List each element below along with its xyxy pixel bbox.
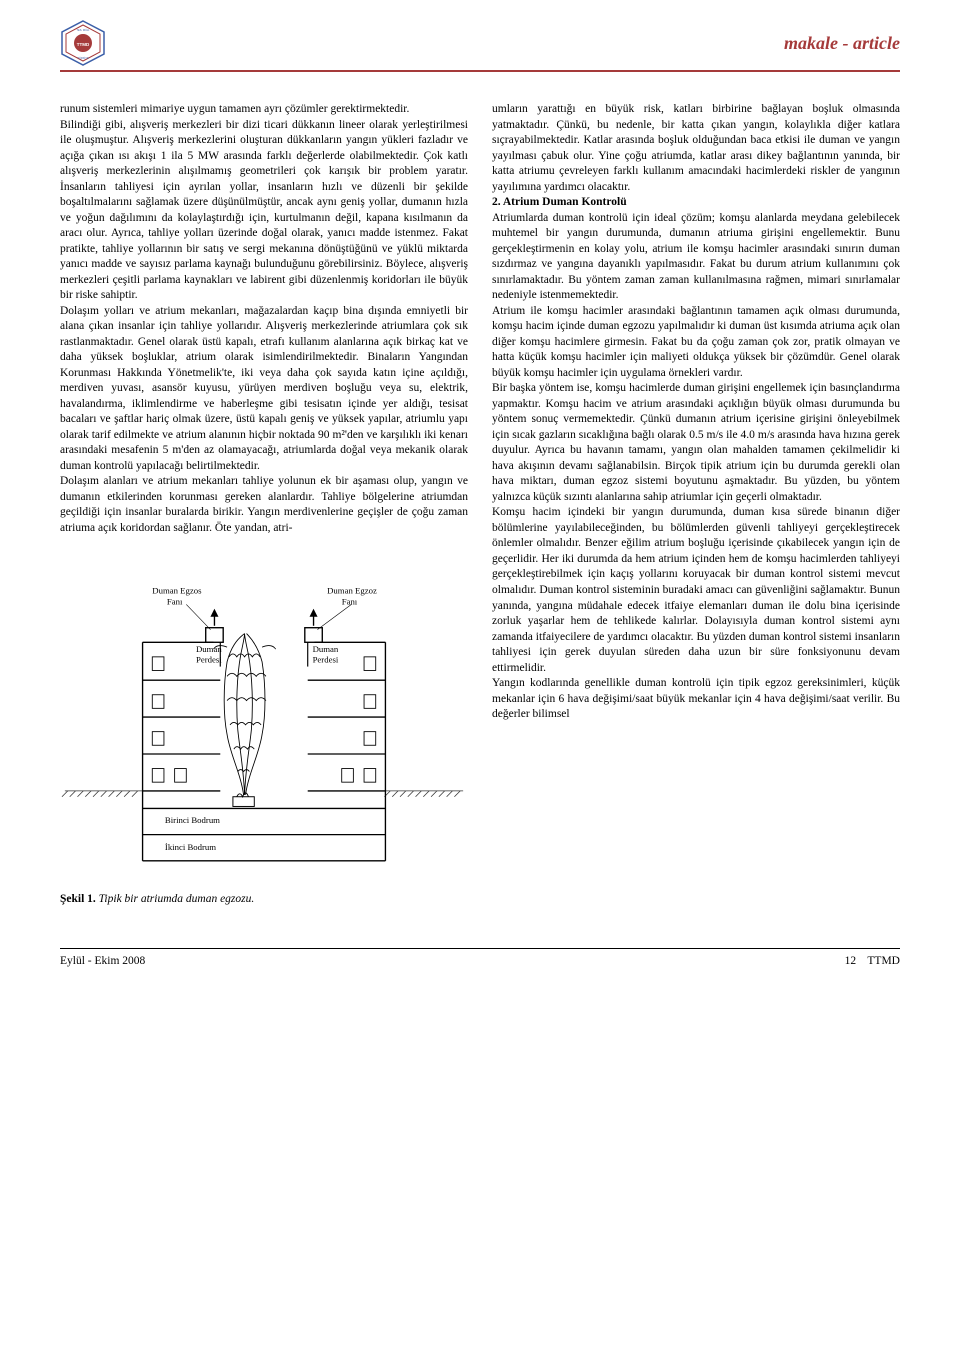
figure-1: Duman EgzosFanı Duman EgzozFanı DumanPer… bbox=[60, 550, 468, 907]
basement1-label: Birinci Bodrum bbox=[165, 815, 220, 825]
para: Dolaşım alanları ve atrium mekanları tah… bbox=[60, 474, 468, 536]
svg-text:TES. MÜH.: TES. MÜH. bbox=[76, 28, 89, 32]
svg-text:TÜRKİYE: TÜRKİYE bbox=[77, 55, 89, 60]
basement2-label: İkinci Bodrum bbox=[165, 843, 216, 853]
para: Atriumlarda duman kontrolü için ideal çö… bbox=[492, 211, 900, 304]
curtain-left-label: DumanPerdesi bbox=[196, 644, 222, 665]
section-heading: 2. Atrium Duman Kontrolü bbox=[492, 195, 900, 211]
page-header: TTMD TES. MÜH. TÜRKİYE makale - article bbox=[60, 20, 900, 72]
figure-number: Şekil 1. bbox=[60, 893, 96, 905]
fan-left-label: Duman EgzosFanı bbox=[152, 586, 202, 607]
header-title: makale - article bbox=[784, 33, 900, 54]
para: Komşu hacim içindeki bir yangın durumund… bbox=[492, 505, 900, 676]
page-footer: Eylül - Ekim 2008 12 TTMD bbox=[60, 948, 900, 967]
right-column: umların yarattığı en büyük risk, katları… bbox=[492, 102, 900, 908]
ttmd-logo: TTMD TES. MÜH. TÜRKİYE bbox=[60, 20, 106, 66]
para: Yangın kodlarında genellikle duman kontr… bbox=[492, 676, 900, 723]
para: umların yarattığı en büyük risk, katları… bbox=[492, 102, 900, 195]
left-column: runum sistemleri mimariye uygun tamamen … bbox=[60, 102, 468, 908]
para: Bir başka yöntem ise, komşu hacimlerde d… bbox=[492, 381, 900, 505]
page-number: 12 bbox=[845, 955, 857, 967]
figure-caption: Şekil 1. Tipik bir atriumda duman egzozu… bbox=[60, 892, 468, 908]
logo-inner-text: TTMD bbox=[77, 42, 90, 47]
curtain-right-label: DumanPerdesi bbox=[313, 644, 339, 665]
para: runum sistemleri mimariye uygun tamamen … bbox=[60, 102, 468, 118]
footer-date: Eylül - Ekim 2008 bbox=[60, 955, 145, 967]
atrium-diagram: Duman EgzosFanı Duman EgzozFanı DumanPer… bbox=[60, 550, 468, 880]
para: Bilindiği gibi, alışveriş merkezleri bir… bbox=[60, 118, 468, 304]
fan-right-label: Duman EgzozFanı bbox=[327, 586, 377, 607]
footer-right: 12 TTMD bbox=[845, 955, 900, 967]
para: Atrium ile komşu hacimler arasındaki bağ… bbox=[492, 304, 900, 382]
article-body: runum sistemleri mimariye uygun tamamen … bbox=[60, 102, 900, 908]
figure-caption-text: Tipik bir atriumda duman egzozu. bbox=[96, 893, 254, 905]
footer-org: TTMD bbox=[867, 955, 900, 967]
para: Dolaşım yolları ve atrium mekanları, mağ… bbox=[60, 304, 468, 475]
